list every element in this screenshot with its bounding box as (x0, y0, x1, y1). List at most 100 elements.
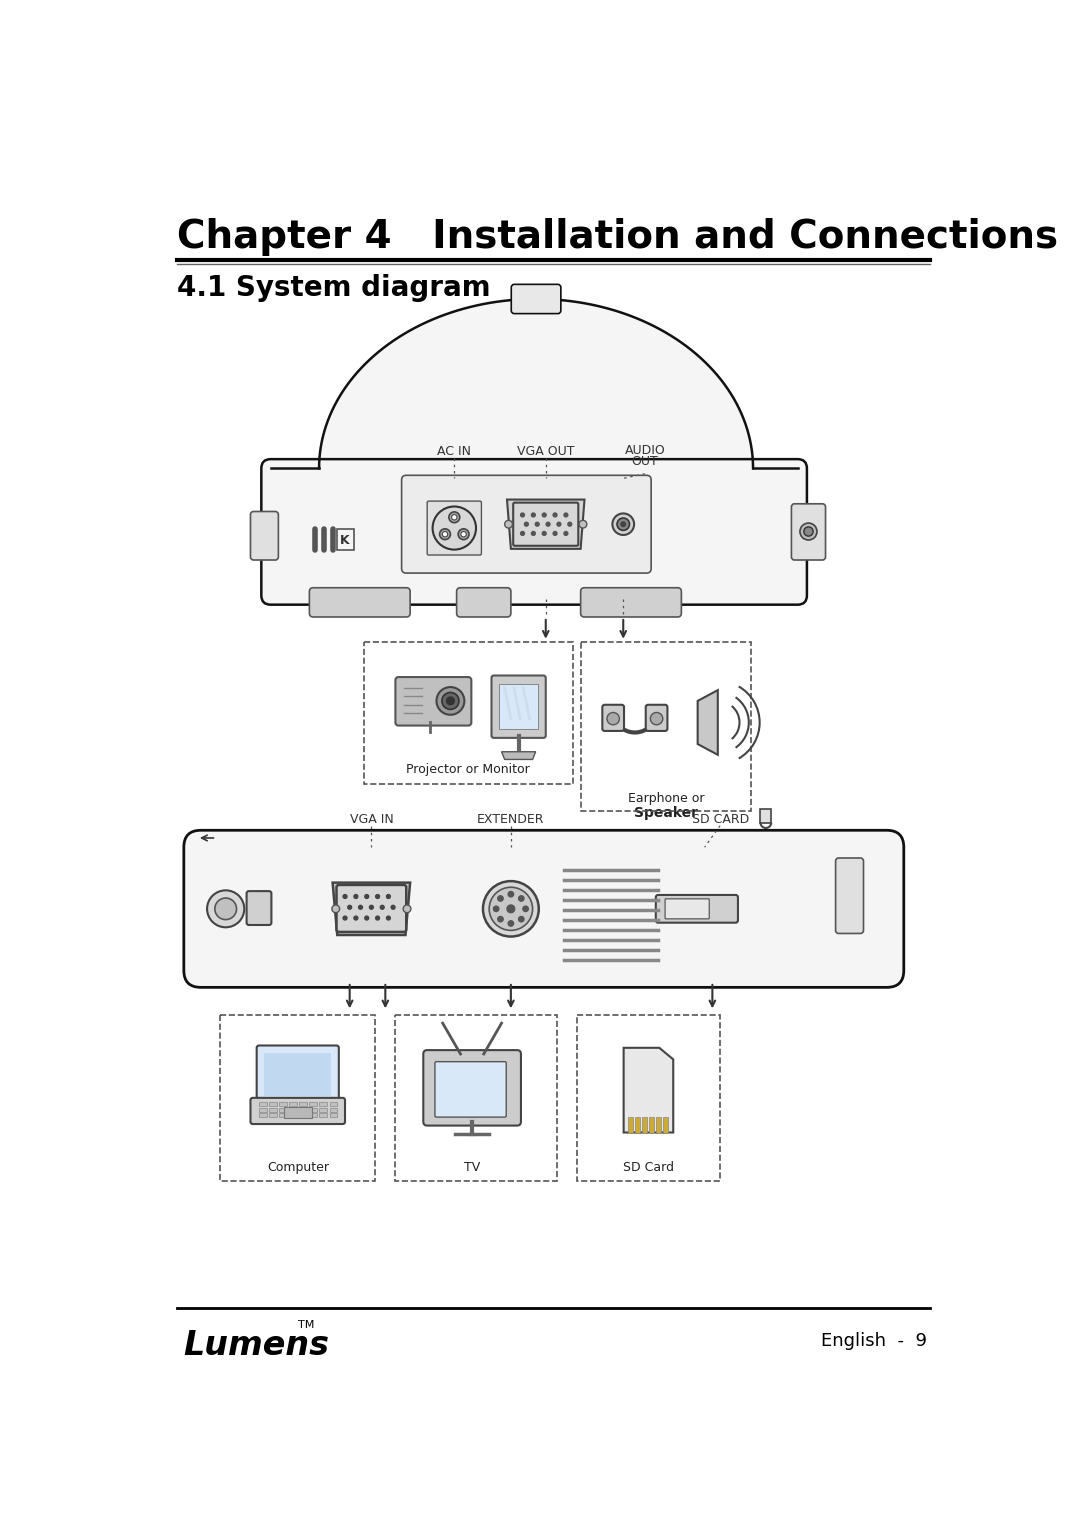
Circle shape (568, 523, 571, 526)
FancyBboxPatch shape (337, 885, 406, 931)
FancyBboxPatch shape (581, 587, 681, 618)
FancyBboxPatch shape (513, 503, 578, 546)
Circle shape (621, 521, 625, 526)
Bar (259, 1109, 267, 1112)
Circle shape (348, 905, 352, 910)
Circle shape (215, 898, 237, 919)
Circle shape (449, 512, 460, 523)
Circle shape (387, 916, 390, 920)
Circle shape (354, 916, 357, 920)
FancyBboxPatch shape (423, 1050, 521, 1125)
Circle shape (442, 693, 459, 709)
Polygon shape (501, 752, 536, 760)
Bar (577, 1015, 720, 1180)
Circle shape (494, 907, 499, 911)
FancyBboxPatch shape (251, 1098, 345, 1124)
Bar (299, 1109, 307, 1112)
Circle shape (461, 532, 467, 537)
Text: SD CARD: SD CARD (691, 812, 748, 826)
Bar (289, 1113, 297, 1118)
Bar (394, 1015, 557, 1180)
Bar (284, 1107, 312, 1118)
Circle shape (542, 532, 546, 535)
FancyBboxPatch shape (435, 1061, 507, 1118)
FancyBboxPatch shape (251, 512, 279, 560)
Circle shape (507, 905, 515, 913)
Circle shape (564, 532, 568, 535)
Text: K: K (340, 534, 350, 547)
Circle shape (531, 532, 536, 535)
FancyBboxPatch shape (428, 502, 482, 555)
Bar (320, 1113, 327, 1118)
Circle shape (518, 916, 524, 922)
FancyBboxPatch shape (395, 677, 471, 726)
Polygon shape (333, 882, 410, 936)
Bar (663, 1118, 667, 1133)
Circle shape (498, 896, 503, 901)
Bar (279, 1113, 287, 1118)
Bar (635, 1118, 640, 1133)
Text: Chapter 4   Installation and Connections: Chapter 4 Installation and Connections (177, 219, 1058, 257)
Bar (289, 1102, 297, 1107)
FancyBboxPatch shape (457, 587, 511, 618)
Circle shape (391, 905, 395, 910)
Circle shape (557, 523, 561, 526)
Bar (259, 1102, 267, 1107)
Text: TM: TM (298, 1320, 314, 1330)
FancyBboxPatch shape (261, 459, 807, 604)
Circle shape (458, 529, 469, 540)
Bar (337, 529, 353, 550)
Circle shape (518, 896, 524, 901)
Circle shape (440, 529, 450, 540)
Text: VGA IN: VGA IN (350, 812, 393, 826)
Circle shape (359, 905, 363, 910)
Bar (289, 1109, 297, 1112)
Circle shape (498, 916, 503, 922)
Circle shape (800, 523, 816, 540)
FancyBboxPatch shape (246, 891, 271, 925)
Circle shape (531, 514, 536, 517)
Circle shape (433, 506, 476, 549)
FancyBboxPatch shape (792, 503, 825, 560)
Bar (320, 1102, 327, 1107)
Circle shape (607, 713, 619, 725)
Circle shape (376, 894, 379, 899)
Text: 4.1 System diagram: 4.1 System diagram (177, 274, 490, 303)
Text: EXTENDER: EXTENDER (477, 812, 544, 826)
Text: AC IN: AC IN (437, 445, 471, 459)
Circle shape (387, 894, 390, 899)
Circle shape (483, 881, 539, 937)
Circle shape (523, 907, 528, 911)
Bar (760, 809, 771, 823)
Bar (220, 1015, 375, 1180)
FancyBboxPatch shape (656, 894, 738, 922)
Circle shape (365, 916, 368, 920)
Circle shape (443, 532, 448, 537)
Circle shape (380, 905, 384, 910)
Circle shape (579, 520, 586, 528)
Bar (629, 1118, 633, 1133)
Circle shape (617, 518, 630, 531)
Circle shape (369, 905, 374, 910)
Bar (309, 1113, 318, 1118)
Circle shape (553, 514, 557, 517)
Text: Earphone or: Earphone or (627, 792, 704, 804)
Text: Speaker: Speaker (634, 806, 698, 820)
FancyBboxPatch shape (511, 284, 561, 313)
Text: Computer: Computer (267, 1162, 328, 1174)
Circle shape (553, 532, 557, 535)
Circle shape (536, 523, 539, 526)
Bar (499, 683, 538, 729)
FancyBboxPatch shape (836, 858, 864, 934)
Bar (329, 1113, 337, 1118)
Bar (265, 1053, 332, 1096)
Circle shape (446, 697, 455, 705)
Circle shape (451, 515, 457, 520)
Bar (320, 1109, 327, 1112)
Circle shape (436, 687, 464, 714)
Bar (309, 1102, 318, 1107)
Bar (299, 1102, 307, 1107)
Circle shape (546, 523, 550, 526)
Bar (309, 1109, 318, 1112)
Text: OUT: OUT (632, 454, 659, 468)
